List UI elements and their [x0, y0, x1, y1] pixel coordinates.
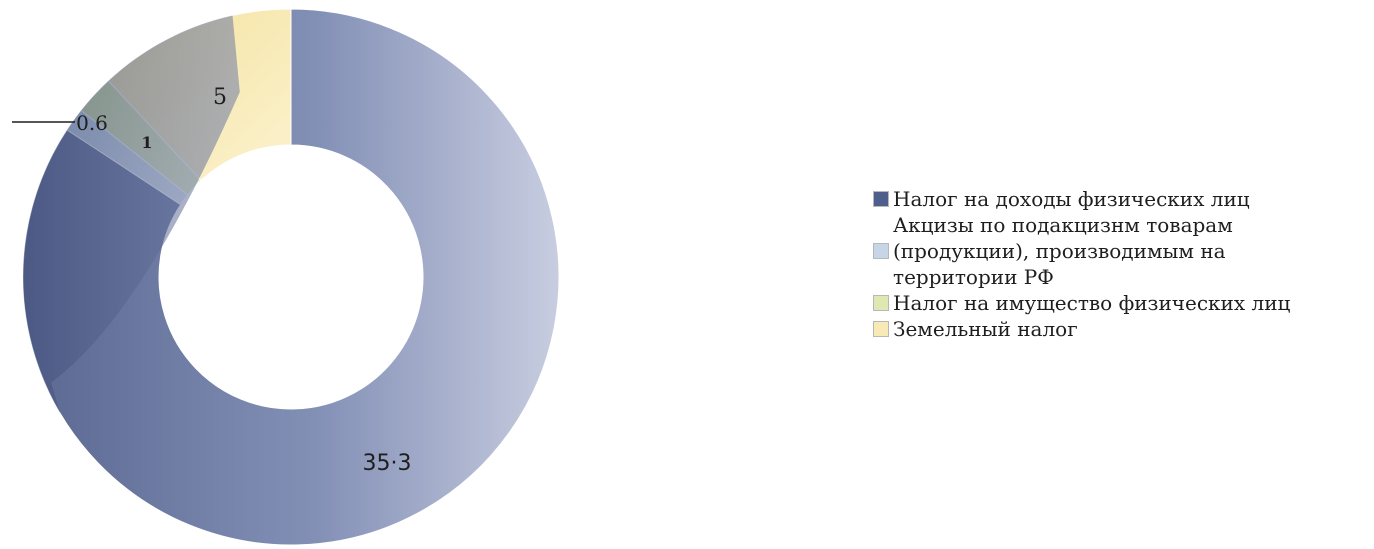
- legend-item-land: Земельный налог: [873, 316, 1368, 342]
- data-label-excise: 0.6: [76, 111, 108, 135]
- legend-swatch-property: [873, 295, 889, 311]
- legend-label-property: Налог на имущество физических лиц: [893, 291, 1291, 315]
- legend-swatch-excise: [873, 243, 889, 259]
- data-label-land: 5: [213, 85, 227, 110]
- legend-item-excise: Акцизы по подакцизнм товарам (продукции)…: [873, 212, 1368, 290]
- data-label-property: 1: [141, 133, 152, 152]
- legend: Налог на доходы физических лиц Акцизы по…: [873, 186, 1368, 342]
- legend-label-excise: Акцизы по подакцизнм товарам (продукции)…: [893, 213, 1233, 289]
- legend-label-ndfl: Налог на доходы физических лиц: [893, 187, 1250, 211]
- data-label-ndfl: 35·3: [363, 451, 412, 476]
- legend-swatch-land: [873, 321, 889, 337]
- legend-swatch-ndfl: [873, 191, 889, 207]
- donut-plot: 35·3 0.6 1 5: [12, 8, 560, 546]
- slice-ndfl-shade: [22, 15, 240, 414]
- legend-label-land: Земельный налог: [893, 317, 1078, 341]
- legend-item-property: Налог на имущество физических лиц: [873, 290, 1368, 316]
- legend-item-ndfl: Налог на доходы физических лиц: [873, 186, 1368, 212]
